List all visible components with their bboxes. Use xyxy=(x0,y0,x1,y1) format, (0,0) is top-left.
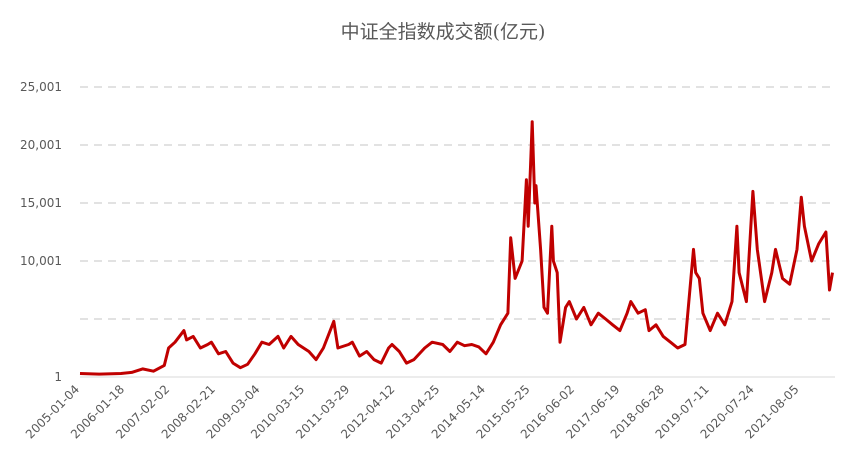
chart-title: 中证全指数成交额(亿元) xyxy=(341,21,546,43)
y-tick-label: 10,001 xyxy=(20,254,62,268)
y-tick-label: 1 xyxy=(54,370,62,384)
y-tick-label: 25,001 xyxy=(20,80,62,94)
y-tick-label: 20,001 xyxy=(20,138,62,152)
y-tick-label: 15,001 xyxy=(20,196,62,210)
data-line xyxy=(79,120,834,376)
